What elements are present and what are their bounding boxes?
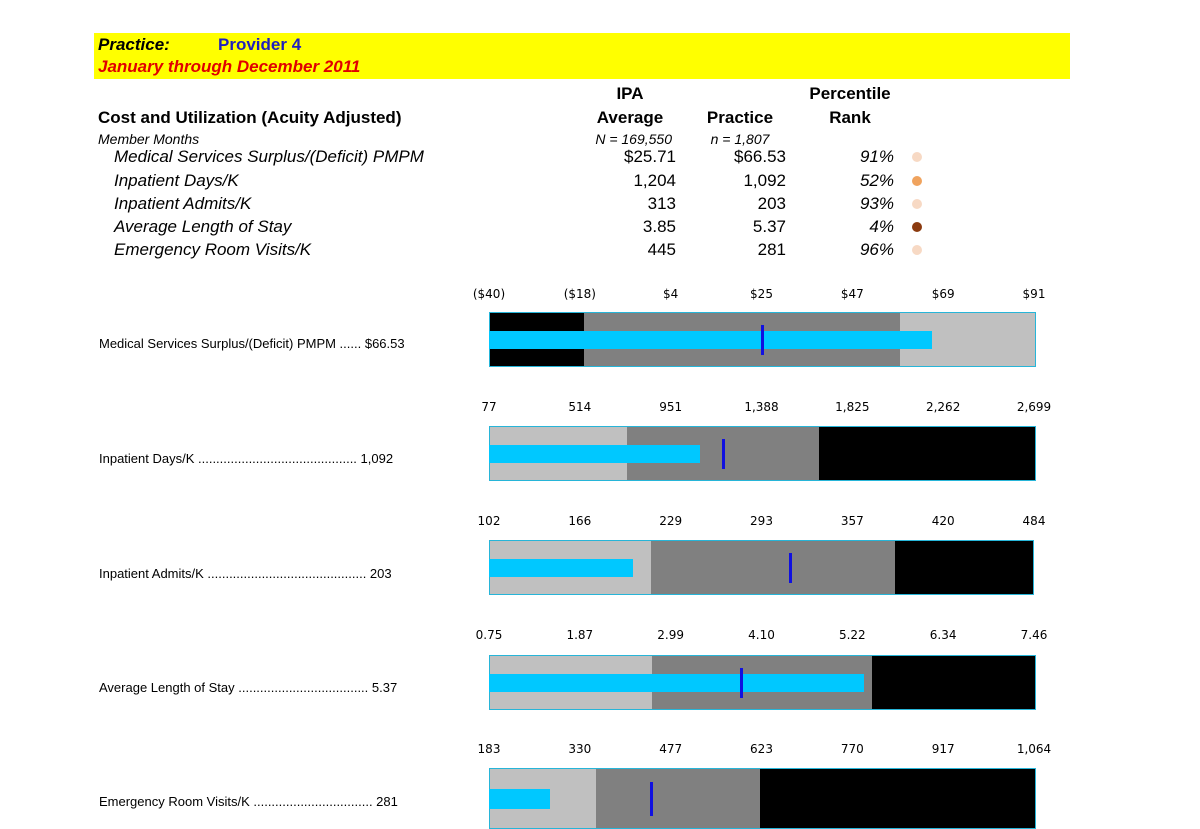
tick-label: 77 <box>481 400 497 414</box>
percentile-indicator-dot <box>912 152 922 162</box>
tick-label: ($18) <box>563 287 596 301</box>
practice-value-bar <box>489 789 550 809</box>
tick-label: $69 <box>931 287 955 301</box>
percentile-value: 52% <box>859 171 894 190</box>
tick-label: $91 <box>1022 287 1046 301</box>
percentile-value: 91% <box>859 147 894 166</box>
practice-value: 1,092 <box>743 171 786 190</box>
tick-label: 183 <box>477 742 501 756</box>
practice-value: 5.37 <box>752 217 786 236</box>
range-band <box>651 541 897 594</box>
tick-label: 166 <box>568 514 592 528</box>
report-period: January through December 2011 <box>98 57 361 76</box>
practice-label: Practice: <box>98 35 170 54</box>
ipa-value: 1,204 <box>633 171 676 190</box>
ipa-value: 3.85 <box>642 217 676 236</box>
percentile-value: 93% <box>859 194 894 213</box>
range-band <box>871 656 1035 709</box>
percentile-indicator-dot <box>912 245 922 255</box>
percentile-indicator-dot <box>912 199 922 209</box>
tick-label: 1,388 <box>744 400 779 414</box>
member-months-label: Member Months <box>98 131 200 147</box>
tick-label: 951 <box>659 400 683 414</box>
tick-label: 330 <box>568 742 592 756</box>
percentile-value: 96% <box>859 240 894 259</box>
ipa-value: $25.71 <box>624 147 676 166</box>
tick-label: 1,064 <box>1016 742 1052 756</box>
practice-value-bar <box>489 674 865 692</box>
tick-label: 1,825 <box>835 400 870 414</box>
ipa-value: 313 <box>647 194 676 213</box>
metric-name: Inpatient Admits/K <box>114 194 252 213</box>
tick-label: 477 <box>659 742 683 756</box>
tick-label: 7.46 <box>1020 628 1048 642</box>
ipa-header-line1: IPA <box>616 84 644 103</box>
tick-label: 420 <box>931 514 955 528</box>
tick-label: 102 <box>477 514 501 528</box>
metric-name: Average Length of Stay <box>114 217 292 236</box>
practice-header: Practice <box>706 108 774 127</box>
tick-label: 623 <box>750 742 773 756</box>
practice-value: $66.53 <box>734 147 786 166</box>
bullet-chart-frame <box>489 768 1036 829</box>
chart-label: Emergency Room Visits/K ................… <box>99 794 398 809</box>
practice-value-bar <box>489 331 933 349</box>
percentile-indicator-dot <box>912 222 922 232</box>
tick-label: $47 <box>840 287 864 301</box>
percentile-indicator-dot <box>912 176 922 186</box>
header-banner: Practice: Provider 4 January through Dec… <box>94 33 1070 79</box>
bullet-chart-frame <box>489 540 1034 595</box>
ipa-average-marker <box>650 782 654 816</box>
section-title: Cost and Utilization (Acuity Adjusted) <box>98 108 402 127</box>
practice-value-bar <box>489 559 634 577</box>
range-band <box>895 541 1033 594</box>
tick-label: 514 <box>568 400 592 414</box>
chart-label: Average Length of Stay .................… <box>99 680 398 695</box>
tick-label: 770 <box>840 742 864 756</box>
ipa-value: 445 <box>647 240 676 259</box>
provider-name: Provider 4 <box>218 35 302 54</box>
tick-label: 2,699 <box>1016 400 1052 414</box>
percentile-value: 4% <box>869 217 894 236</box>
tick-label: ($40) <box>472 287 506 301</box>
range-band <box>818 427 1035 480</box>
tick-label: 5.22 <box>838 628 866 642</box>
ipa-average-marker <box>739 668 743 698</box>
ipa-n: N = 169,550 <box>595 131 672 147</box>
chart-label: Inpatient Admits/K .....................… <box>99 566 392 581</box>
tick-label: 6.34 <box>929 628 957 642</box>
chart-label: Inpatient Days/K .......................… <box>99 451 394 466</box>
tick-label: $4 <box>663 287 679 301</box>
practice-n: n = 1,807 <box>710 131 770 147</box>
metric-name: Emergency Room Visits/K <box>114 240 312 259</box>
ipa-average-marker <box>722 439 726 469</box>
tick-label: $25 <box>750 287 773 301</box>
tick-label: 2.99 <box>657 628 685 642</box>
tick-label: 1.87 <box>566 628 594 642</box>
range-band <box>596 769 762 828</box>
range-band <box>760 769 1035 828</box>
ipa-average-marker <box>761 325 765 355</box>
tick-label: 4.10 <box>748 628 775 642</box>
metric-name: Inpatient Days/K <box>114 171 239 190</box>
tick-label: 484 <box>1022 514 1046 528</box>
practice-value: 203 <box>757 194 786 213</box>
practice-value: 281 <box>757 240 786 259</box>
ipa-header-line2: Average <box>596 108 664 127</box>
metric-name: Medical Services Surplus/(Deficit) PMPM <box>114 147 424 166</box>
ipa-average-marker <box>789 553 793 583</box>
tick-label: 0.75 <box>475 628 503 642</box>
tick-label: 357 <box>840 514 864 528</box>
percentile-header-line2: Rank <box>829 108 871 127</box>
practice-value-bar <box>489 445 700 463</box>
tick-label: 2,262 <box>925 400 961 414</box>
tick-label: 229 <box>659 514 683 528</box>
tick-label: 293 <box>750 514 773 528</box>
chart-label: Medical Services Surplus/(Deficit) PMPM … <box>99 336 405 351</box>
tick-label: 917 <box>931 742 955 756</box>
percentile-header-line1: Percentile <box>809 84 891 103</box>
